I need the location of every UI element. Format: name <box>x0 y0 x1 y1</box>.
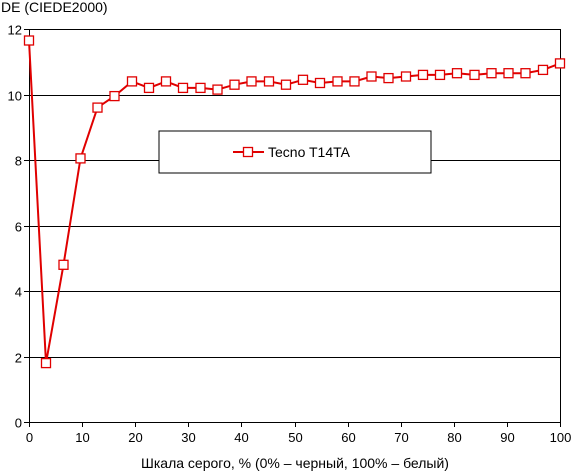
data-point <box>400 71 412 82</box>
data-point <box>383 72 394 84</box>
x-tick-label: 0 <box>26 430 33 445</box>
x-tick-label: 50 <box>288 430 302 445</box>
data-point <box>503 68 514 79</box>
legend-box <box>158 130 432 174</box>
data-point <box>469 69 480 81</box>
x-axis-label: Шкала серого, % (0% – черный, 100% – бел… <box>141 455 449 471</box>
data-point <box>297 74 309 85</box>
data-point <box>434 69 446 81</box>
data-point <box>417 69 429 81</box>
x-tick-label: 90 <box>500 430 514 445</box>
data-point <box>537 64 549 76</box>
data-point <box>314 77 326 89</box>
data-point <box>332 76 343 87</box>
y-tick-label: 6 <box>15 220 22 235</box>
x-tick-label: 30 <box>181 430 195 445</box>
data-point <box>366 71 377 82</box>
data-point <box>92 102 103 113</box>
data-point <box>280 79 292 90</box>
data-point <box>75 153 86 164</box>
data-point <box>40 357 52 369</box>
data-point <box>177 82 189 94</box>
x-tick-label: 20 <box>128 430 142 445</box>
legend: Tecno T14TA <box>158 130 432 174</box>
x-tick-label: 80 <box>447 430 461 445</box>
data-point <box>212 84 223 95</box>
data-point <box>160 76 172 87</box>
data-point <box>520 68 531 79</box>
x-tick-label: 60 <box>341 430 355 445</box>
series-layer <box>23 35 566 369</box>
data-point <box>554 58 566 69</box>
y-axis-label: DE (CIEDE2000) <box>1 0 108 15</box>
data-point <box>109 90 120 102</box>
data-point <box>23 35 35 46</box>
data-point <box>263 76 275 87</box>
legend-label: Tecno T14TA <box>268 144 351 160</box>
y-tick-label: 0 <box>15 416 22 431</box>
x-tick-label: 70 <box>394 430 408 445</box>
data-point <box>229 79 240 90</box>
data-point <box>126 76 138 87</box>
legend-marker <box>242 146 254 158</box>
data-point <box>246 76 257 87</box>
data-point <box>486 68 497 79</box>
x-tick-label: 100 <box>550 430 572 445</box>
data-point <box>451 68 463 79</box>
data-point <box>58 259 69 270</box>
y-tick-label: 12 <box>8 23 22 38</box>
y-tick-label: 4 <box>15 285 22 300</box>
x-tick-label: 10 <box>75 430 89 445</box>
y-tick-label: 2 <box>15 351 22 366</box>
y-tick-label: 10 <box>8 89 22 104</box>
axes: 0 2 4 6 8 10 12 0 10 20 30 40 50 60 70 80 90 100 <box>8 23 572 446</box>
data-point <box>349 76 360 87</box>
data-point <box>143 82 155 94</box>
y-tick-label: 8 <box>15 154 22 169</box>
x-tick-label: 40 <box>234 430 248 445</box>
data-point <box>195 82 206 94</box>
